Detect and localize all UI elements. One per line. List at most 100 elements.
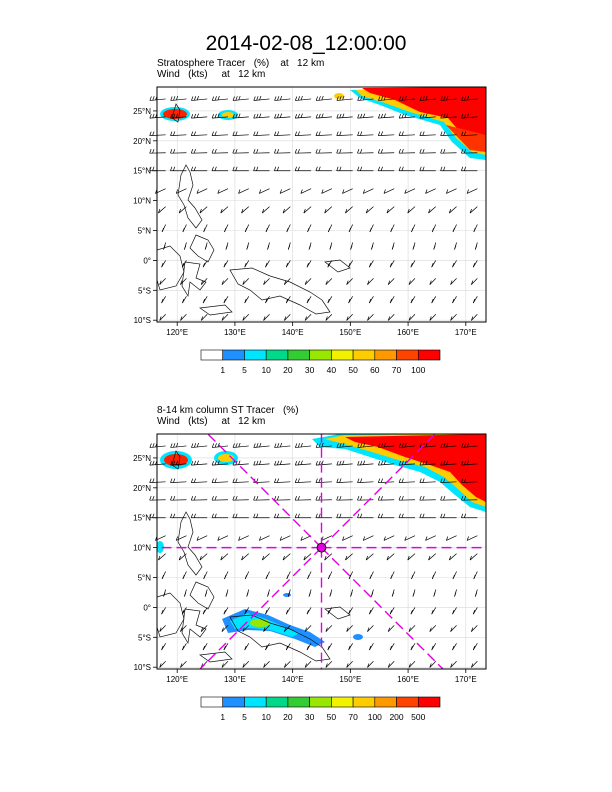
wind-barb [357,513,374,519]
wind-barb [377,513,395,519]
lon-tick-label: 170°E [455,675,477,684]
wind-barb [306,296,312,304]
wind-barb [304,625,312,632]
wind-barb [469,206,478,214]
wind-barb [170,442,187,448]
top-tracer-jet-core [362,87,486,148]
wind-barb [474,242,478,250]
wind-barb [472,643,478,651]
wind-barb [211,148,229,154]
wind-barb [232,95,249,101]
wind-barb [471,313,478,321]
wind-barb [211,131,229,136]
wind-barb [232,442,249,448]
wind-barb [258,188,270,194]
wind-barb [274,148,291,154]
colorbar-swatch [417,349,441,361]
wind-barb [217,188,229,194]
wind-barb [308,242,312,250]
wind-barb [274,131,291,136]
wind-barb [274,478,291,483]
wind-barb [221,660,229,668]
wind-barb [225,242,229,250]
wind-barb [180,660,187,668]
colorbar-label: 1 [220,712,225,722]
wind-barb [425,535,436,541]
wind-barb [159,625,166,632]
wind-barb [265,224,270,233]
top-map-panel: 120°E 130°E 140°E 150°E 160°E 170°E25°N20°N15… [133,86,487,375]
wind-barb [304,278,312,285]
wind-barb [294,495,312,501]
wind-barb [224,571,229,580]
wind-barb [429,278,437,285]
wind-barb [265,571,270,580]
wind-barb [325,313,333,321]
wind-barb [182,607,187,615]
colorbar-swatch [222,696,245,708]
wind-barb [170,113,187,119]
wind-barb [440,513,457,519]
colorbar-swatch [244,696,267,708]
wind-barb [199,206,208,214]
wind-barb [223,607,229,615]
colorbar-label: 70 [348,712,358,722]
colorbar-swatch [374,696,397,708]
wind-barb [315,95,332,101]
wind-barb [253,131,270,136]
wind-barb [182,296,187,304]
bottom-coast-bismarck [324,606,351,620]
wind-barb [190,148,208,154]
lat-tick-label: 25°N [133,454,151,463]
wind-barb [429,625,437,632]
wind-barb [357,95,374,101]
wind-barb [203,571,208,580]
wind-barb [200,313,208,321]
lat-tick-label: 25°N [133,107,151,116]
wind-barb [398,478,416,483]
wind-barb [306,643,312,651]
wind-barb [263,625,270,632]
wind-barb [204,589,208,597]
wind-barb [410,643,416,651]
wind-barb [387,625,395,632]
wind-barb [346,278,353,285]
wind-barb [307,571,312,580]
wind-barb [429,313,437,321]
wind-barb [244,260,250,268]
wind-barb [161,571,166,580]
wind-barb [182,224,187,233]
wind-barb [461,131,478,136]
wind-barb [362,535,374,541]
wind-barb [407,553,416,561]
radial-line [321,434,437,549]
wind-barb [158,553,166,561]
top-coast-newguinea [229,267,331,315]
wind-barb [211,95,229,101]
wind-barb [461,95,478,101]
lat-tick-label: 20°N [133,137,151,146]
wind-barb [377,131,395,136]
colorbar-label: 100 [411,365,425,375]
colorbar-swatch [352,696,376,708]
wind-barb [242,313,250,321]
lat-tick-label: 5°N [138,574,152,583]
wind-barb [410,607,416,615]
bottom-coast-taiwan [171,450,181,470]
wind-barb [221,313,229,321]
wind-barb [202,643,208,651]
wind-barb [378,460,395,466]
wind-barb [324,206,333,214]
wind-barb [357,148,374,154]
wind-barb [428,553,437,561]
wind-barb [425,188,436,194]
wind-barb [242,660,250,668]
wind-barb [190,495,208,501]
wind-barb [244,224,250,233]
wind-barb [202,607,208,615]
wind-barb [253,513,270,519]
wind-barb [263,660,270,668]
wind-barb [191,460,208,466]
wind-barb [244,296,250,304]
wind-barb [419,166,436,172]
